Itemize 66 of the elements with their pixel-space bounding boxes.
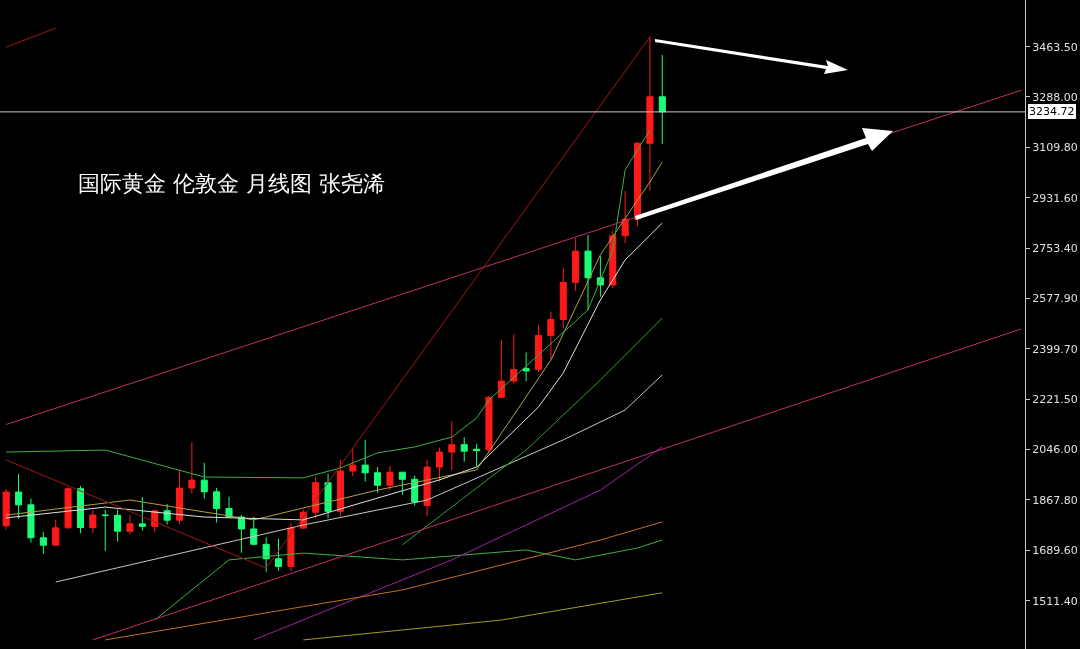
candlestick bbox=[621, 190, 629, 244]
candlestick bbox=[361, 439, 369, 483]
candlestick bbox=[473, 443, 481, 468]
candlestick bbox=[175, 469, 184, 525]
candlestick bbox=[460, 436, 468, 463]
candlestick bbox=[250, 516, 258, 546]
candlestick bbox=[287, 522, 295, 572]
y-tick-label: 2221.50 bbox=[1032, 393, 1078, 407]
candlestick bbox=[349, 447, 357, 477]
candlestick bbox=[547, 311, 555, 360]
text: 国际黄金 伦敦金 月线图 张尧浠 bbox=[78, 170, 385, 196]
candlestick bbox=[448, 420, 456, 471]
candlestick bbox=[200, 462, 208, 500]
candlestick bbox=[2, 488, 10, 530]
candlestick bbox=[163, 503, 171, 525]
candlestick bbox=[534, 324, 543, 373]
candlestick bbox=[213, 487, 221, 524]
candlestick bbox=[398, 471, 406, 496]
line-series bbox=[5, 222, 663, 521]
candlestick bbox=[386, 465, 394, 491]
candlestick bbox=[658, 54, 666, 145]
line-series bbox=[55, 374, 663, 583]
candlestick bbox=[374, 466, 382, 494]
candlestick bbox=[510, 334, 518, 385]
y-tick-label: 2399.70 bbox=[1032, 342, 1078, 356]
candlestick bbox=[324, 473, 332, 519]
y-tick-label: 2046.00 bbox=[1032, 443, 1078, 457]
candlestick bbox=[114, 508, 122, 542]
candlestick bbox=[485, 395, 493, 455]
y-tick-label: 1689.60 bbox=[1032, 544, 1078, 558]
candlestick bbox=[101, 509, 109, 552]
candlestick bbox=[572, 237, 580, 292]
candlestick bbox=[39, 531, 47, 555]
line-series bbox=[401, 317, 663, 546]
candlestick bbox=[559, 267, 567, 329]
y-tick-label: 3288.00 bbox=[1032, 90, 1078, 104]
y-tick-label: 1867.80 bbox=[1032, 493, 1078, 507]
candlestick bbox=[126, 514, 134, 535]
candlestick bbox=[188, 441, 196, 494]
candlestick bbox=[336, 459, 344, 517]
candlestick bbox=[262, 536, 270, 573]
candlestick bbox=[89, 509, 97, 534]
candlestick bbox=[237, 514, 245, 554]
y-tick-label: 1511.40 bbox=[1032, 594, 1078, 608]
line-series bbox=[104, 521, 663, 641]
candlestick bbox=[138, 496, 146, 532]
candlestick bbox=[52, 519, 60, 547]
line-series bbox=[5, 129, 651, 479]
y-tick-label: 2577.90 bbox=[1032, 292, 1078, 306]
ref-line-label: 3234.72 bbox=[1029, 105, 1075, 118]
y-tick-label: 3109.80 bbox=[1032, 141, 1078, 155]
y-tick-label: 3463.50 bbox=[1032, 40, 1078, 54]
y-tick-label: 2753.40 bbox=[1032, 242, 1078, 256]
candlestick bbox=[584, 234, 592, 311]
y-tick-label: 2931.60 bbox=[1032, 191, 1078, 205]
candlestick bbox=[64, 486, 72, 530]
candlestick bbox=[435, 447, 443, 483]
candlestick bbox=[646, 36, 654, 192]
line-series bbox=[154, 539, 663, 621]
candlestick bbox=[15, 473, 23, 519]
candlestick bbox=[27, 498, 35, 544]
candlestick bbox=[275, 538, 283, 572]
line-series bbox=[253, 446, 663, 641]
line-series bbox=[5, 161, 663, 521]
candlestick bbox=[497, 339, 505, 399]
candlestick bbox=[522, 351, 530, 382]
